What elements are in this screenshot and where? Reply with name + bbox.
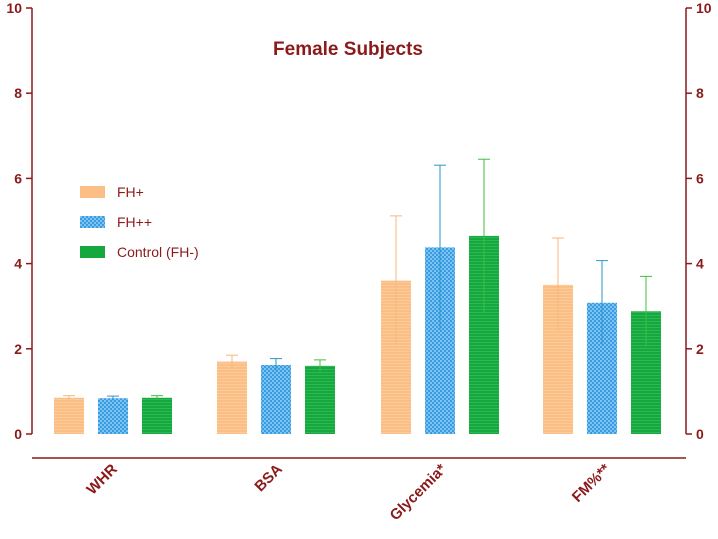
y-tick-label-left: 6 xyxy=(14,170,22,186)
x-tick-label: FM%** xyxy=(569,461,614,506)
y-tick-label-left: 8 xyxy=(14,85,22,101)
x-tick-label: Glycemia* xyxy=(387,461,450,524)
y-tick-label-right: 2 xyxy=(696,341,704,357)
legend-label: Control (FH-) xyxy=(117,244,199,260)
bars xyxy=(54,158,661,434)
y-tick-label-right: 4 xyxy=(696,256,704,272)
x-tick-label: BSA xyxy=(251,461,286,496)
legend: FH+ FH++ Control (FH-) xyxy=(80,184,199,260)
legend-label: FH++ xyxy=(117,214,152,230)
y-tick-label-left: 4 xyxy=(14,256,22,272)
bar xyxy=(54,397,84,434)
y-tick-label-right: 0 xyxy=(696,426,704,442)
y-tick-label-right: 8 xyxy=(696,85,704,101)
labels: WHR BSA Glycemia* FM%** xyxy=(83,461,613,524)
bar xyxy=(261,364,291,434)
bar xyxy=(142,397,172,434)
chart-title: Female Subjects xyxy=(273,39,423,60)
legend-swatch xyxy=(80,246,105,258)
y-tick-label-left: 0 xyxy=(14,426,22,442)
axes: 0 0 2 2 4 4 6 6 8 8 10 10 xyxy=(6,0,712,459)
legend-swatch xyxy=(80,186,105,198)
legend-label: FH+ xyxy=(117,184,144,200)
y-tick-label-left: 2 xyxy=(14,341,22,357)
bar xyxy=(98,398,128,434)
y-tick-label-right: 6 xyxy=(696,170,704,186)
y-tick-label-right: 10 xyxy=(696,0,712,16)
legend-swatch xyxy=(80,216,105,228)
bar xyxy=(217,361,247,434)
x-tick-label: WHR xyxy=(83,461,120,498)
y-tick-label-left: 10 xyxy=(6,0,22,16)
bar xyxy=(305,365,335,434)
